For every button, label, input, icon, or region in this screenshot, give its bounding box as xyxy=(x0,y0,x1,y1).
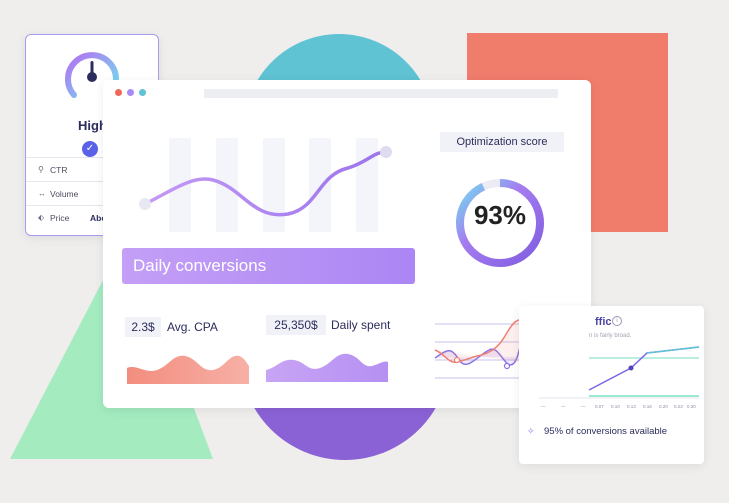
avg-cpa-sparkline xyxy=(127,355,249,384)
window-dot-red[interactable] xyxy=(115,89,122,96)
info-icon[interactable]: i xyxy=(612,316,622,326)
daily-conversions-label: Daily conversions xyxy=(122,248,415,284)
level-label: High xyxy=(78,118,107,133)
conversions-line xyxy=(139,146,392,217)
search-icon: ⚲ xyxy=(38,165,44,174)
optimization-score-label: Optimization score xyxy=(440,132,564,152)
metric-row-volume: ↔ Volume xyxy=(26,181,158,206)
tick-label: 0.13 xyxy=(627,404,636,409)
row-label: Volume xyxy=(50,189,79,199)
tick-label: — xyxy=(561,404,566,409)
tick-label: 0.16 xyxy=(643,404,652,409)
optimization-score-ring xyxy=(456,179,544,267)
daily-spent-value: 25,350$ xyxy=(266,315,326,335)
check-icon: ✓ xyxy=(82,141,98,157)
tick-label: — xyxy=(541,404,546,409)
tick-label: 0.20 xyxy=(659,404,668,409)
window-dot-teal[interactable] xyxy=(139,89,146,96)
tick-label: 0.07 xyxy=(595,404,604,409)
tick-label: 0.10 xyxy=(611,404,620,409)
daily-spent-sparkline xyxy=(266,353,388,382)
traffic-title: ffic xyxy=(595,316,612,328)
conversions-available-note: 95% of conversions available xyxy=(544,426,668,437)
row-label: CTR xyxy=(50,165,68,175)
window-dot-purple[interactable] xyxy=(127,89,134,96)
avg-cpa-value: 2.3$ xyxy=(125,317,161,337)
row-value: Abo xyxy=(90,213,107,223)
daily-spent-label: Daily spent xyxy=(331,318,391,332)
metric-row-price: ⬖ Price Abo xyxy=(26,205,158,230)
tick-label: — xyxy=(581,404,586,409)
address-bar[interactable] xyxy=(204,89,558,98)
traffic-chart xyxy=(539,346,700,399)
arrows-icon: ↔ xyxy=(38,189,46,198)
row-label: Price xyxy=(50,213,70,223)
tag-icon: ⬖ xyxy=(38,213,45,222)
tick-label: 0.23 xyxy=(674,404,683,409)
optimization-score-value: 93% xyxy=(473,200,527,230)
sparkle-chart-icon: ✧ xyxy=(527,426,535,436)
metric-row-ctr: ⚲ CTR xyxy=(26,157,158,182)
dashboard-window: Daily conversions Optimization score 93%… xyxy=(103,80,591,408)
tick-label: 0.30 xyxy=(687,404,696,409)
traffic-card: ffic i n is fairly broad. — — — 0.07 0.1… xyxy=(519,306,704,464)
avg-cpa-label: Avg. CPA xyxy=(167,320,218,334)
traffic-subtitle: n is fairly broad. xyxy=(589,333,632,339)
